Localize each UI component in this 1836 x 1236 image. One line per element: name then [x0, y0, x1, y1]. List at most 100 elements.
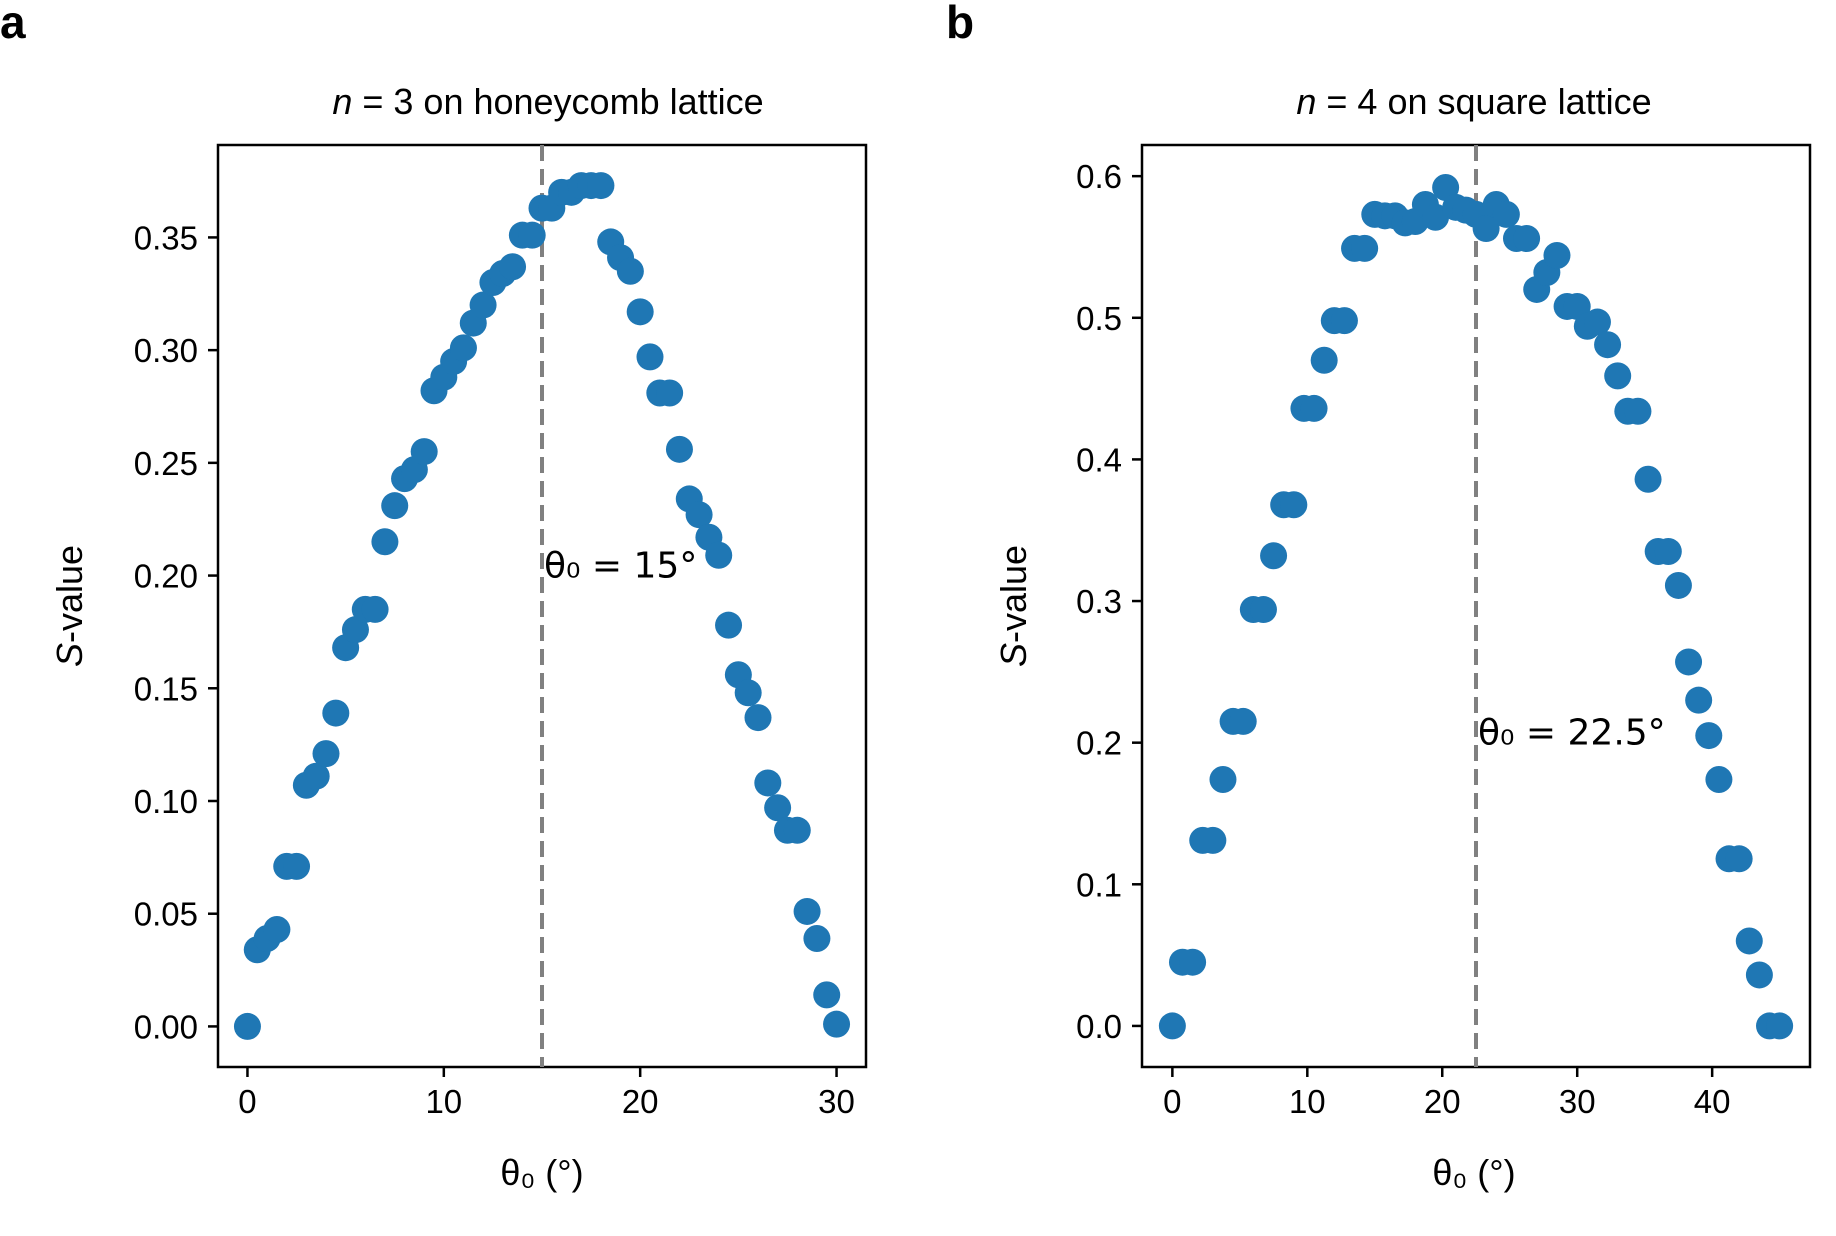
data-point: [1685, 686, 1713, 714]
panel-b: b n = 4 on square lattice 0 10 20 30 40 0.00…: [946, 0, 1812, 1193]
data-point: [1351, 234, 1379, 262]
data-point: [1260, 542, 1288, 570]
y-tick-label: 0.4: [1076, 441, 1122, 478]
data-point: [1634, 465, 1662, 493]
data-point: [813, 981, 841, 1009]
data-point: [1664, 571, 1692, 599]
data-point: [233, 1012, 261, 1040]
plot-area-a: 0 10 20 30 0.00 0.05 0.10 0.15 0.20 0.25 0.30 0.35…: [134, 143, 868, 1120]
data-point: [1330, 307, 1358, 335]
data-point: [665, 435, 693, 463]
y-axis-a: 0.00 0.05 0.10 0.15 0.20 0.25 0.30 0.35: [134, 219, 218, 1045]
chart-title-b: n = 4 on square lattice: [1296, 81, 1651, 122]
annotation-a: θ₀ = 15°: [544, 546, 697, 587]
data-point: [626, 298, 654, 326]
y-tick-label: 0.05: [134, 896, 198, 933]
data-point: [1158, 1012, 1186, 1040]
data-point: [793, 897, 821, 925]
y-axis-b: 0.0 0.1 0.2 0.3 0.4 0.5 0.6: [1076, 158, 1142, 1045]
data-point: [449, 334, 477, 362]
data-point: [616, 257, 644, 285]
y-tick-label: 0.30: [134, 332, 198, 369]
data-point: [587, 172, 615, 200]
x-tick-label: 20: [1424, 1083, 1461, 1120]
data-point: [783, 816, 811, 844]
data-point: [656, 379, 684, 407]
y-tick-label: 0.2: [1076, 725, 1122, 762]
y-tick-label: 0.5: [1076, 300, 1122, 337]
data-point: [410, 438, 438, 466]
data-point: [1766, 1012, 1794, 1040]
data-point: [734, 679, 762, 707]
data-point: [312, 740, 340, 768]
data-point: [371, 528, 399, 556]
y-tick-label: 0.15: [134, 670, 198, 707]
data-point: [1705, 765, 1733, 793]
x-tick-label: 40: [1694, 1083, 1731, 1120]
data-point: [1472, 215, 1500, 243]
data-point: [1229, 707, 1257, 735]
data-point: [1310, 346, 1338, 374]
data-point: [1492, 200, 1520, 228]
y-axis-label-b: S-value: [993, 545, 1034, 667]
x-tick-label: 0: [1163, 1083, 1181, 1120]
x-axis-label-b: θ₀ (°): [1432, 1152, 1515, 1193]
data-point: [1583, 308, 1611, 336]
y-tick-label: 0.0: [1076, 1008, 1122, 1045]
panel-label-a: a: [0, 0, 26, 48]
data-point: [1695, 722, 1723, 750]
data-point: [1725, 845, 1753, 873]
data-point: [715, 611, 743, 639]
data-point: [1735, 927, 1763, 955]
data-point: [1675, 648, 1703, 676]
y-tick-label: 0.3: [1076, 583, 1122, 620]
data-point: [705, 541, 733, 569]
data-point: [1432, 173, 1460, 201]
y-tick-label: 0.6: [1076, 158, 1122, 195]
x-axis-a: 0 10 20 30: [238, 1067, 855, 1120]
data-point: [469, 291, 497, 319]
y-tick-label: 0.35: [134, 219, 198, 256]
annotation-b: θ₀ = 22.5°: [1478, 713, 1666, 754]
data-point: [1422, 203, 1450, 231]
x-tick-label: 10: [425, 1083, 462, 1120]
data-point: [1179, 948, 1207, 976]
data-point: [1543, 241, 1571, 269]
x-tick-label: 0: [238, 1083, 256, 1120]
data-point: [754, 769, 782, 797]
data-point: [803, 925, 831, 953]
data-point: [1280, 491, 1308, 519]
data-point: [381, 492, 409, 520]
data-point: [764, 794, 792, 822]
data-point: [263, 915, 291, 943]
data-point: [1249, 596, 1277, 624]
x-tick-label: 30: [1559, 1083, 1596, 1120]
y-axis-label-a: S-value: [49, 545, 90, 667]
data-point: [302, 762, 330, 790]
data-point: [499, 253, 527, 281]
data-point: [341, 616, 369, 644]
data-point: [1604, 362, 1632, 390]
x-tick-label: 20: [622, 1083, 659, 1120]
x-tick-label: 30: [818, 1083, 855, 1120]
data-point: [1654, 537, 1682, 565]
data-point: [1745, 961, 1773, 989]
data-point: [1513, 224, 1541, 252]
data-points-b: [1158, 173, 1794, 1040]
data-point: [1209, 765, 1237, 793]
y-tick-label: 0.00: [134, 1008, 198, 1045]
data-point: [1594, 331, 1622, 359]
data-point: [685, 501, 713, 529]
y-tick-label: 0.20: [134, 558, 198, 595]
panel-label-b: b: [946, 0, 974, 48]
y-tick-label: 0.1: [1076, 866, 1122, 903]
y-tick-label: 0.25: [134, 445, 198, 482]
data-point: [1300, 394, 1328, 422]
data-points-a: [233, 172, 851, 1040]
data-point: [744, 704, 772, 732]
x-axis-label-a: θ₀ (°): [500, 1152, 583, 1193]
data-point: [1624, 397, 1652, 425]
chart-title-a: n = 3 on honeycomb lattice: [332, 81, 763, 122]
panel-a: a n = 3 on honeycomb lattice 0 10 20 30 0.0…: [0, 0, 868, 1193]
data-point: [823, 1010, 851, 1038]
